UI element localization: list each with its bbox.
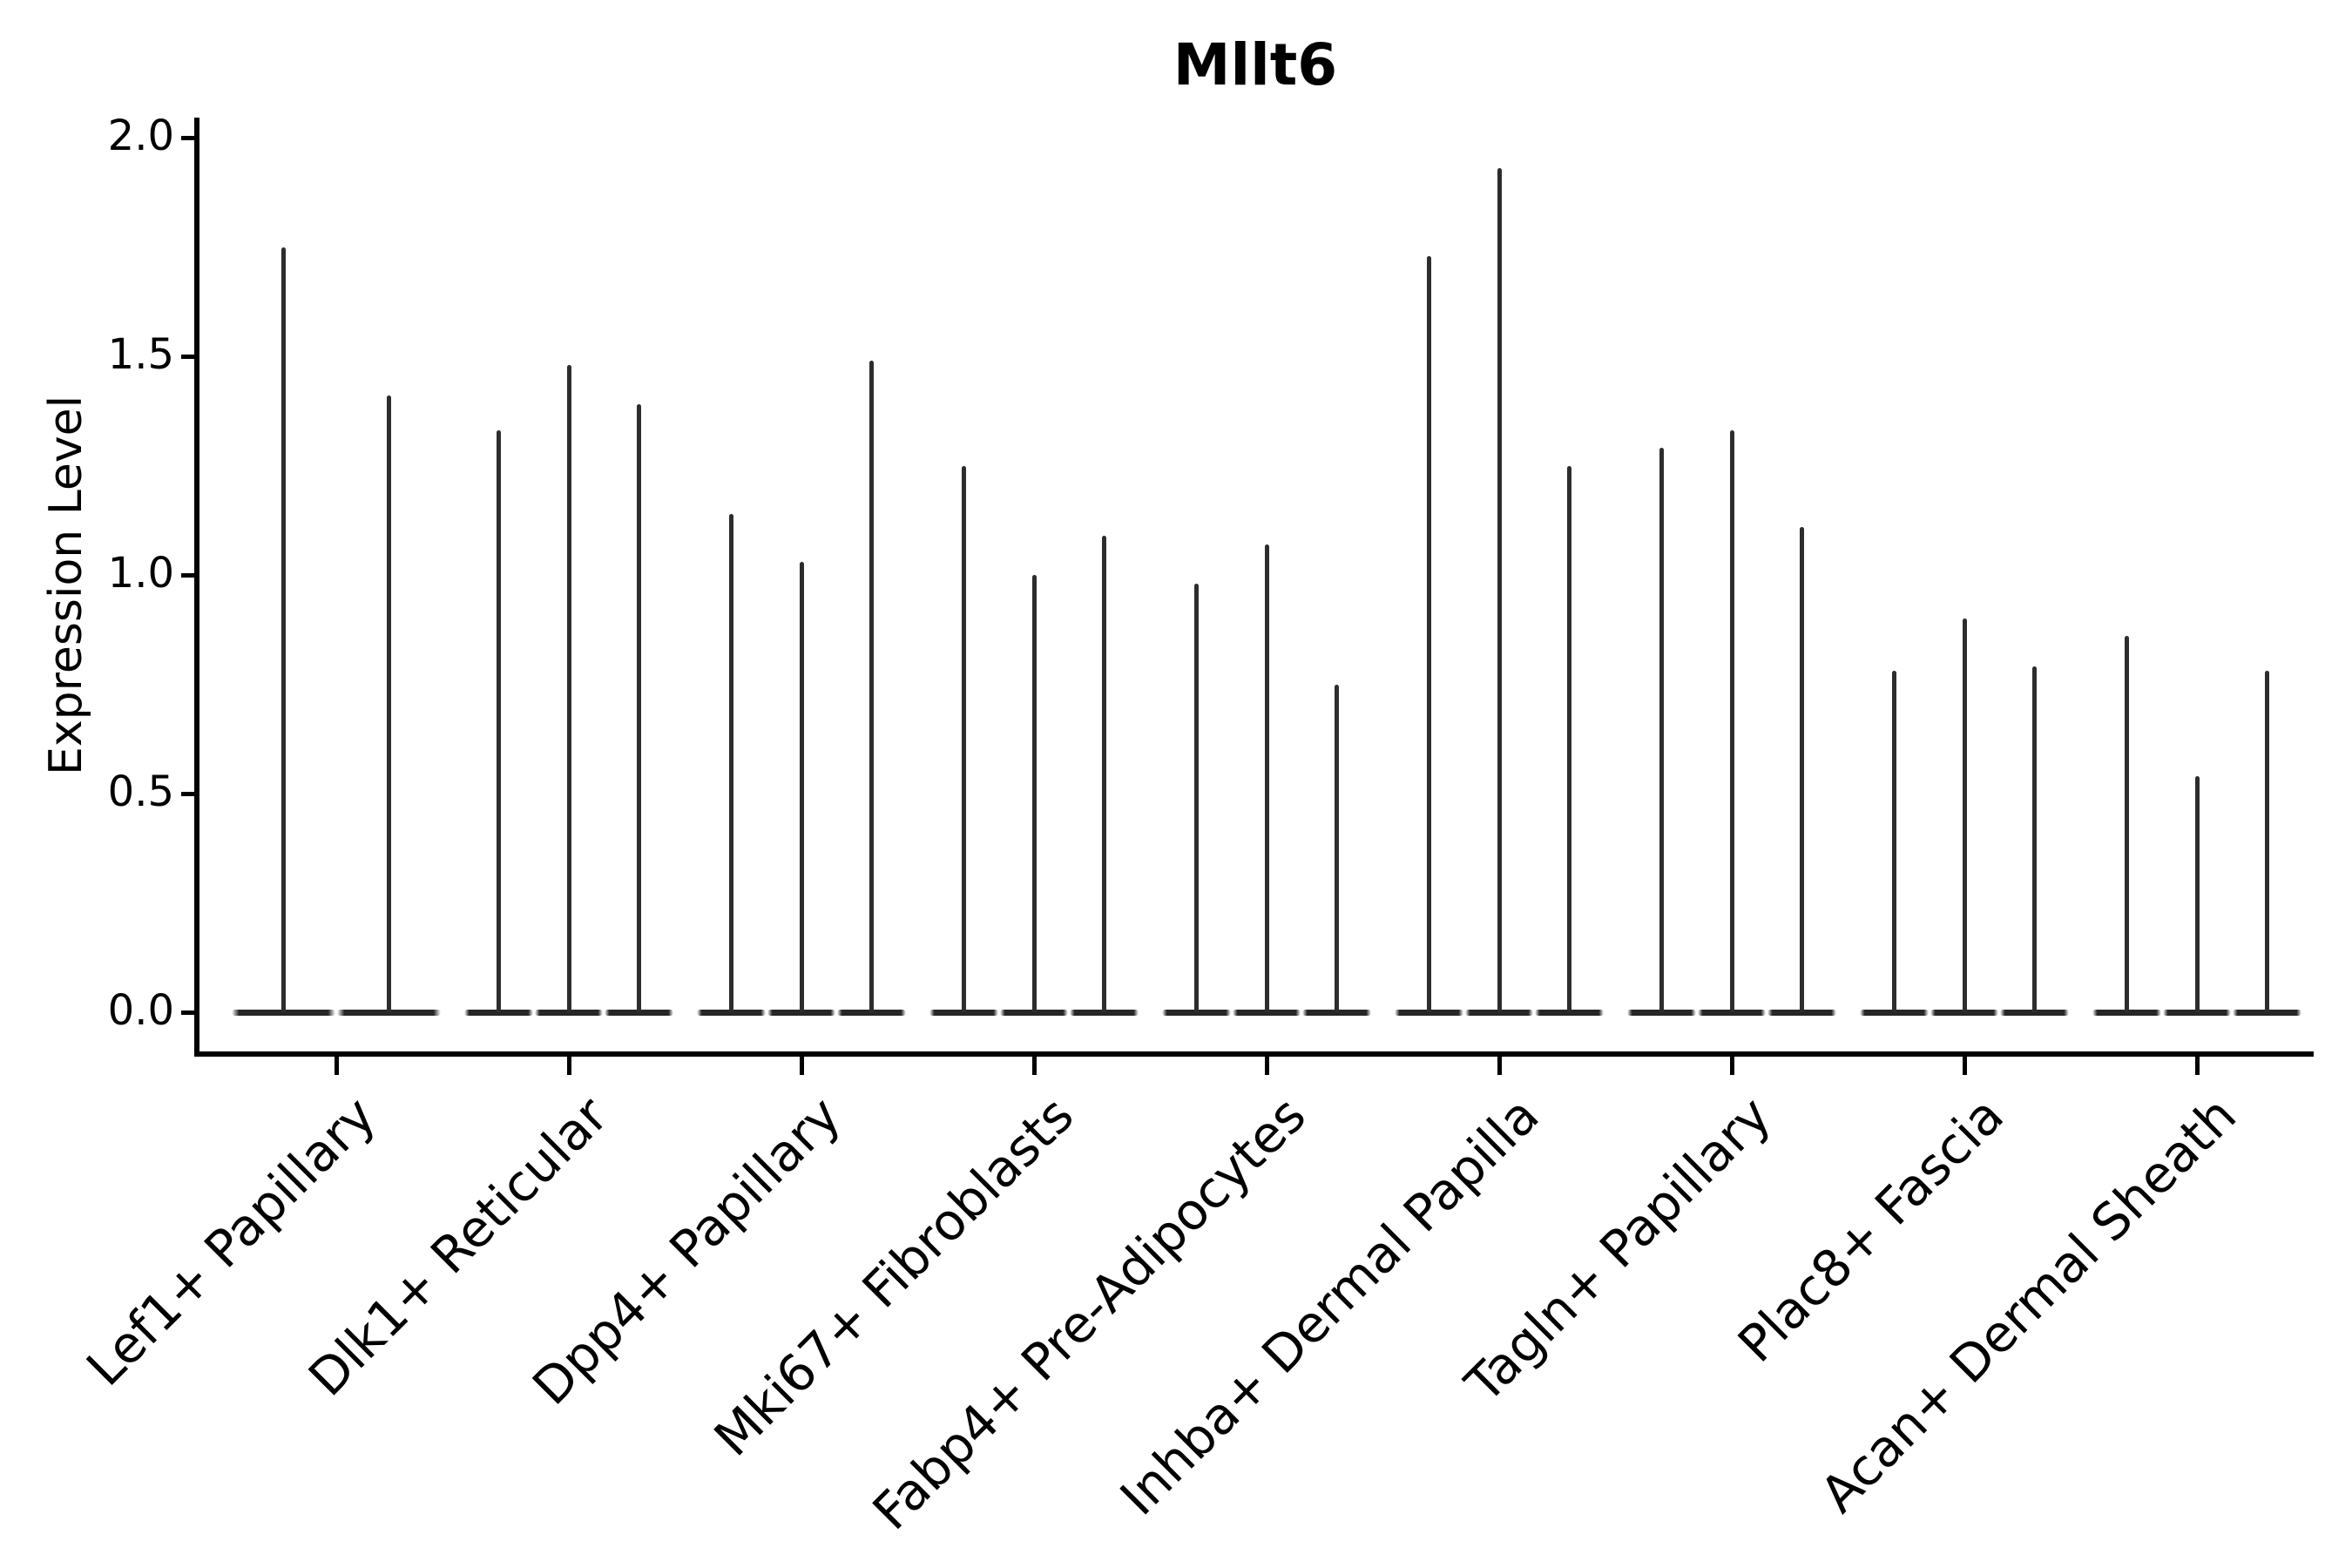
y-tick-label: 0.5 xyxy=(107,767,174,816)
violin-base xyxy=(1767,1009,1836,1016)
violin-base xyxy=(1860,1009,1929,1016)
violin-base xyxy=(999,1009,1069,1016)
violin-base xyxy=(767,1009,836,1016)
x-tick xyxy=(1962,1057,1967,1075)
violin-base xyxy=(534,1009,604,1016)
violin-spike xyxy=(1497,168,1502,1012)
violin-base xyxy=(2000,1009,2069,1016)
violin-base xyxy=(1627,1009,1696,1016)
violin-base xyxy=(337,1009,441,1016)
violin-spike xyxy=(637,404,641,1012)
violin-spike xyxy=(2194,775,2200,1012)
violin-base xyxy=(2162,1009,2232,1016)
violin-spike xyxy=(1892,671,1896,1012)
violin-spike xyxy=(2032,666,2037,1012)
violin-base xyxy=(697,1009,766,1016)
x-tick xyxy=(1264,1057,1269,1075)
violin-spike xyxy=(799,561,804,1012)
violin-base xyxy=(1697,1009,1767,1016)
violin-spike xyxy=(1800,526,1804,1012)
x-tick xyxy=(566,1057,571,1075)
violin-base xyxy=(1162,1009,1231,1016)
violin-spike xyxy=(1194,584,1199,1012)
violin-base xyxy=(929,1009,998,1016)
violin-spike xyxy=(1427,255,1431,1012)
violin-base xyxy=(1535,1009,1604,1016)
violin-spike xyxy=(869,361,874,1012)
violin-base xyxy=(1930,1009,1999,1016)
x-tick xyxy=(334,1057,339,1075)
y-tick-label: 1.5 xyxy=(107,329,174,379)
violin-base xyxy=(464,1009,533,1016)
y-tick xyxy=(181,1010,194,1015)
violin-spike xyxy=(1659,448,1664,1012)
violin-base xyxy=(1302,1009,1371,1016)
violin-base xyxy=(232,1009,335,1016)
y-axis-label: Expression Level xyxy=(40,395,92,776)
y-tick xyxy=(181,135,194,140)
violin-spike xyxy=(1031,575,1037,1012)
violin-spike xyxy=(962,465,966,1012)
violin-spike xyxy=(2125,636,2129,1012)
y-tick-label: 1.0 xyxy=(107,548,174,598)
violin-spike xyxy=(729,513,733,1012)
violin-base xyxy=(605,1009,673,1016)
violin-base xyxy=(1395,1009,1463,1016)
y-tick-label: 0.0 xyxy=(107,985,174,1035)
x-tick-label: Fabp4+ Pre-Adipocytes xyxy=(861,1085,1318,1542)
violin-spike xyxy=(497,430,501,1012)
x-axis-spine xyxy=(194,1051,2314,1057)
violin-spike xyxy=(566,365,571,1012)
violin-spike xyxy=(1729,430,1734,1012)
violin-base xyxy=(1232,1009,1301,1016)
y-tick xyxy=(181,354,194,359)
violin-spike xyxy=(2265,671,2269,1012)
violin-spike xyxy=(1264,544,1269,1012)
violin-base xyxy=(1070,1009,1139,1016)
x-tick xyxy=(1497,1057,1502,1075)
violin-base xyxy=(2092,1009,2161,1016)
y-tick-label: 2.0 xyxy=(107,111,174,160)
violin-spike xyxy=(1962,618,1967,1012)
violin-base xyxy=(837,1009,906,1016)
violin-base xyxy=(2233,1009,2301,1016)
x-tick xyxy=(1031,1057,1037,1075)
x-tick-label: Inhba+ Dermal Papilla xyxy=(1108,1085,1551,1527)
chart-title: Mllt6 xyxy=(1173,31,1338,98)
x-tick xyxy=(2194,1057,2200,1075)
y-tick xyxy=(181,791,194,796)
x-tick xyxy=(1729,1057,1734,1075)
violin-spike xyxy=(386,395,391,1012)
y-tick xyxy=(181,572,194,578)
x-tick xyxy=(799,1057,804,1075)
x-tick-label: Acan+ Dermal Sheath xyxy=(1808,1085,2248,1524)
violin-spike xyxy=(281,247,287,1012)
violin-spike xyxy=(1335,684,1339,1012)
violin-base xyxy=(1464,1009,1534,1016)
violin-spike xyxy=(1102,535,1106,1012)
violin-spike xyxy=(1567,465,1571,1012)
y-axis-spine xyxy=(194,118,199,1057)
